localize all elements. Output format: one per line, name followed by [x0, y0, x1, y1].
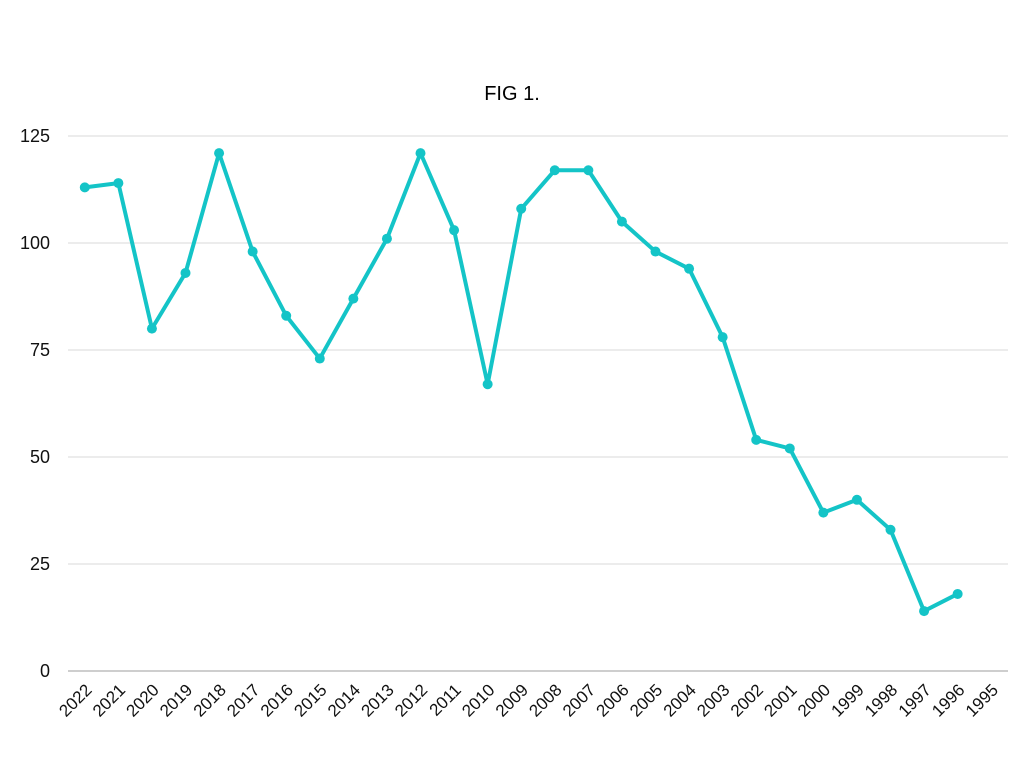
- x-tick-label: 2005: [626, 680, 666, 720]
- x-tick-label: 1995: [962, 680, 1002, 720]
- data-point: [952, 588, 963, 599]
- x-tick-label: 1999: [828, 680, 868, 720]
- data-point: [281, 310, 292, 321]
- x-tick-label: 2012: [391, 680, 431, 720]
- x-tick-label: 2000: [794, 680, 834, 720]
- data-point: [549, 165, 560, 176]
- y-axis-ticks: 0 25 50 75 100 125: [20, 126, 50, 681]
- x-tick-label: 2002: [727, 680, 767, 720]
- data-point: [751, 434, 762, 445]
- data-point: [818, 507, 829, 518]
- data-point: [650, 246, 661, 257]
- x-tick-label: 2019: [156, 680, 196, 720]
- data-point: [784, 443, 795, 454]
- y-tick-label: 100: [20, 233, 50, 253]
- data-point: [247, 246, 258, 257]
- x-tick-label: 2009: [492, 680, 532, 720]
- x-tick-label: 2013: [358, 680, 398, 720]
- x-tick-label: 1998: [861, 680, 901, 720]
- data-point: [851, 494, 862, 505]
- x-tick-label: 1996: [928, 680, 968, 720]
- y-tick-label: 50: [30, 447, 50, 467]
- data-point: [314, 353, 325, 364]
- x-tick-label: 2022: [55, 680, 95, 720]
- data-point: [919, 606, 930, 617]
- x-tick-label: 1997: [895, 680, 935, 720]
- data-point: [381, 233, 392, 244]
- data-point: [717, 332, 728, 343]
- x-tick-label: 2017: [223, 680, 263, 720]
- x-tick-label: 2004: [660, 680, 700, 720]
- x-tick-label: 2014: [324, 680, 364, 720]
- series-line: [82, 151, 960, 614]
- data-point: [348, 293, 359, 304]
- y-tick-label: 25: [30, 554, 50, 574]
- x-axis-ticks: 2022202120202019201820172016201520142013…: [55, 680, 1002, 720]
- data-point: [180, 267, 191, 278]
- chart-title: FIG 1.: [484, 83, 540, 105]
- x-tick-label: 2011: [426, 680, 465, 719]
- data-point: [516, 203, 527, 214]
- data-point: [684, 263, 695, 274]
- x-tick-label: 2015: [290, 680, 330, 720]
- data-point: [449, 225, 460, 236]
- x-tick-label: 2001: [760, 680, 800, 720]
- y-tick-label: 125: [20, 126, 50, 146]
- data-point: [616, 216, 627, 227]
- data-point: [113, 178, 124, 189]
- x-tick-label: 2018: [190, 680, 230, 720]
- data-point: [79, 182, 90, 193]
- data-point: [482, 379, 493, 390]
- y-tick-label: 75: [30, 340, 50, 360]
- data-point: [415, 148, 426, 159]
- data-point: [214, 148, 225, 159]
- data-point: [885, 524, 896, 535]
- y-tick-label: 0: [40, 661, 50, 681]
- data-point: [583, 165, 594, 176]
- x-tick-label: 2007: [559, 680, 599, 720]
- x-tick-label: 2020: [123, 680, 163, 720]
- gridlines: [68, 135, 1008, 565]
- data-points: [79, 148, 963, 617]
- x-tick-label: 2016: [257, 680, 297, 720]
- x-tick-label: 2003: [693, 680, 733, 720]
- x-tick-label: 2006: [593, 680, 633, 720]
- data-point: [146, 323, 157, 334]
- x-tick-label: 2021: [89, 680, 129, 720]
- x-tick-label: 2008: [525, 680, 565, 720]
- x-tick-label: 2010: [458, 680, 498, 720]
